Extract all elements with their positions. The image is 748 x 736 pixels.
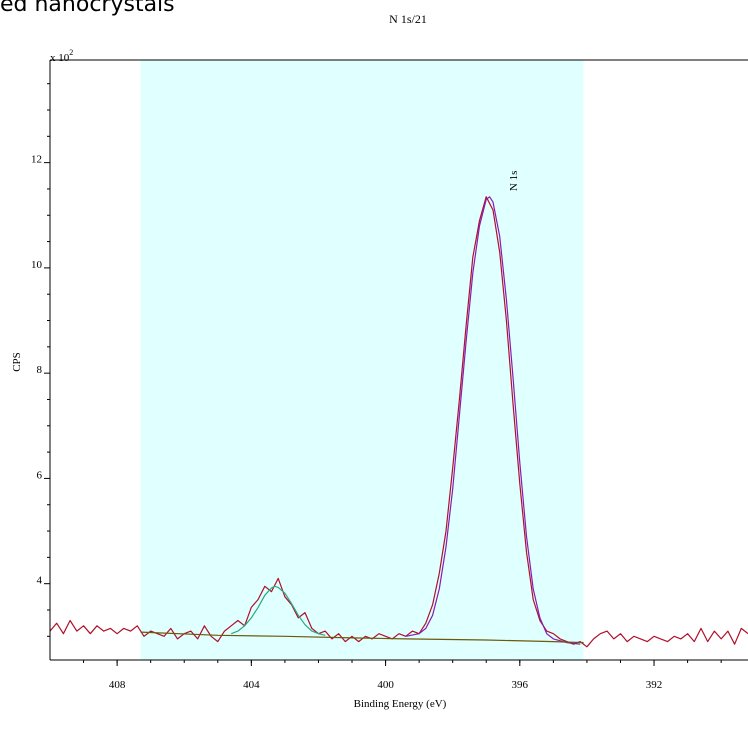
x-tick-label: 408 <box>109 679 126 691</box>
y-tick-label: 6 <box>37 469 43 481</box>
y-tick-label: 8 <box>37 364 43 376</box>
series-line-2 <box>230 585 326 636</box>
x-tick-label: 396 <box>512 679 529 691</box>
x-tick-label: 400 <box>377 679 394 691</box>
x-tick-label: 404 <box>243 679 260 691</box>
peak-annotation-n1s: N 1s <box>508 171 520 191</box>
chart-title: N 1s/21 <box>389 12 427 26</box>
x-tick-label: 392 <box>646 679 663 691</box>
highlight-region <box>140 60 584 660</box>
series-line-4 <box>140 631 584 644</box>
y-tick-label: 10 <box>31 259 43 271</box>
series-line-3 <box>405 196 581 645</box>
page-title: ed nanocrystals <box>0 0 175 17</box>
x-axis-label: Binding Energy (eV) <box>354 698 447 710</box>
y-multiplier-label: x 102 <box>50 48 73 64</box>
y-tick-label: 4 <box>37 575 43 587</box>
y-axis-label: CPS <box>11 352 23 372</box>
y-tick-label: 12 <box>31 154 42 166</box>
